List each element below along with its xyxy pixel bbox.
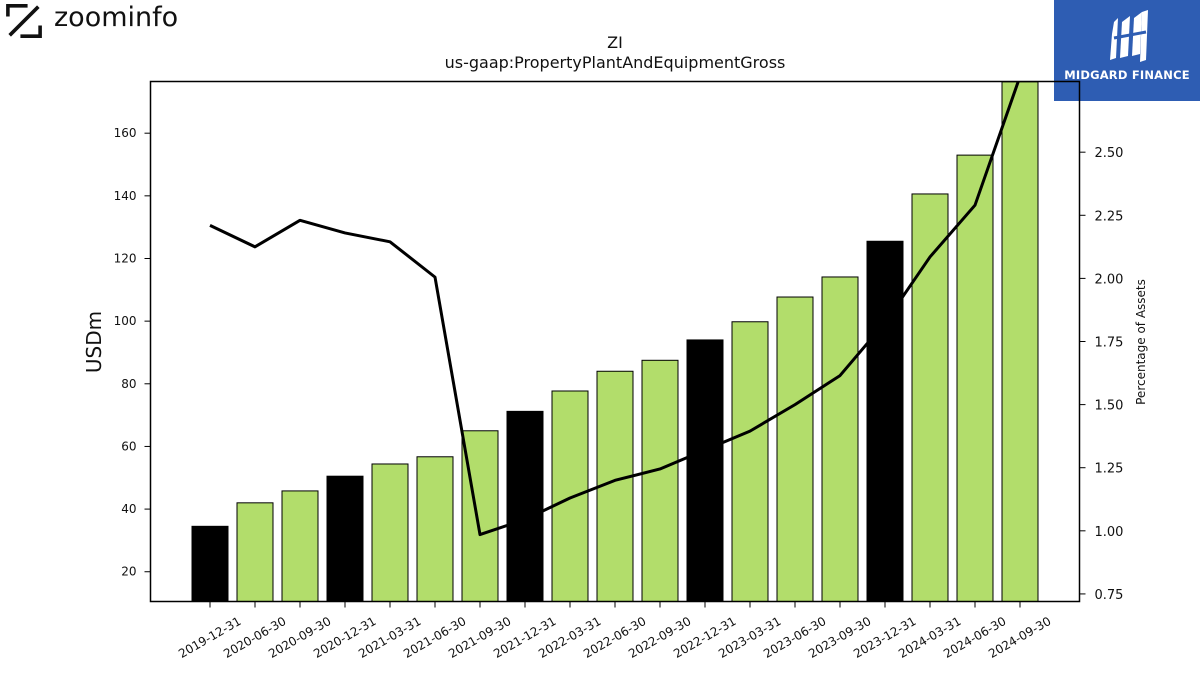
y-tick-label: 40	[121, 502, 136, 516]
chart-title: ZI	[607, 33, 623, 52]
midgard-finance-badge: MIDGARD FINANCE	[1054, 0, 1200, 101]
y2-tick-label: 0.75	[1095, 588, 1124, 603]
y2-tick-label: 1.50	[1095, 399, 1124, 414]
y-tick-label: 100	[114, 314, 137, 328]
y-axis-label: USDm	[82, 311, 106, 373]
y-tick-label: 80	[121, 377, 136, 391]
x-axis: 2019-12-312020-06-302020-09-302020-12-31…	[176, 601, 1054, 661]
y-tick-label: 20	[121, 565, 136, 579]
y2-tick-label: 2.00	[1095, 272, 1124, 287]
y2-tick-label: 1.25	[1095, 462, 1124, 477]
bar-series	[191, 81, 1039, 603]
bar	[686, 339, 724, 602]
bar	[416, 456, 454, 602]
bar	[776, 296, 814, 602]
bar	[236, 502, 274, 602]
zoominfo-z-icon	[6, 4, 42, 38]
bar	[731, 321, 769, 602]
bar	[551, 390, 589, 603]
line-series	[209, 81, 1020, 537]
bar	[281, 490, 319, 603]
bar	[191, 525, 229, 602]
bar	[506, 410, 544, 602]
y-tick-label: 120	[114, 251, 137, 265]
zoominfo-logo-text: zoominfo	[54, 2, 179, 33]
bar	[821, 276, 859, 602]
percentage-line	[209, 81, 1020, 537]
bar	[911, 193, 949, 602]
y2-tick-label: 1.00	[1095, 525, 1124, 540]
y-tick-label: 140	[114, 189, 137, 203]
midgard-logo-icon	[1110, 10, 1148, 62]
bar	[956, 154, 994, 602]
bar	[866, 240, 904, 602]
bar	[326, 475, 364, 602]
y2-tick-label: 1.75	[1095, 336, 1124, 351]
y-tick-label: 60	[121, 439, 136, 453]
left-axis: 20 40 60 80 100 120 140 160	[114, 126, 151, 579]
y2-tick-label: 2.50	[1095, 146, 1124, 161]
chart-subtitle: us-gaap:PropertyPlantAndEquipmentGross	[444, 53, 786, 72]
right-axis: 0.75 1.00 1.25 1.50 1.75 2.00 2.25 2.50	[1079, 146, 1124, 603]
bar	[371, 463, 409, 602]
bar	[1001, 81, 1039, 603]
y2-axis-label: Percentage of Assets	[1134, 279, 1148, 405]
y2-tick-label: 2.25	[1095, 209, 1124, 224]
badge-label: MIDGARD FINANCE	[1064, 68, 1190, 82]
bar	[641, 359, 679, 602]
y-tick-label: 160	[114, 126, 137, 140]
